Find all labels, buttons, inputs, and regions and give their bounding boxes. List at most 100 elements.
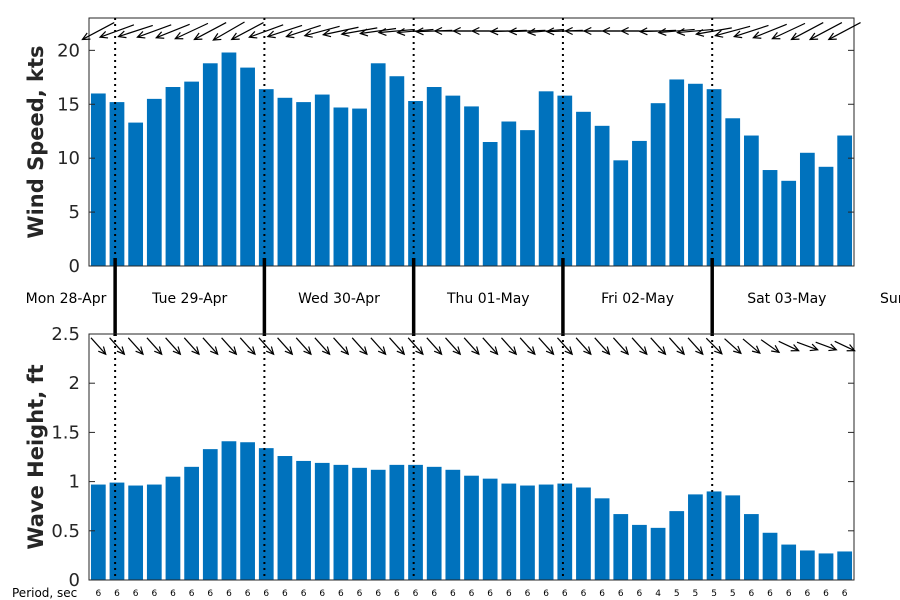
- period-value: 6: [357, 589, 363, 599]
- wave-direction-arrow: [463, 337, 480, 356]
- wave-bar: [650, 527, 666, 580]
- wind-direction-arrow: [676, 27, 714, 36]
- wind-direction-arrow: [266, 24, 303, 39]
- wave-ytick-label: 0: [69, 570, 80, 591]
- wind-arrow-head: [752, 31, 762, 39]
- wind-arrow-shaft: [528, 28, 565, 34]
- wave-arrow-shaft: [389, 337, 405, 355]
- wave-arrow-shaft: [407, 337, 424, 355]
- wave-arrow-shaft: [724, 338, 742, 354]
- wind-bar: [837, 135, 853, 266]
- day-label: Sat 03-May: [747, 291, 826, 307]
- wave-arrow-shaft: [314, 337, 331, 355]
- wind-arrow-head: [136, 31, 146, 39]
- wind-arrow-shaft: [490, 29, 527, 33]
- wind-direction-arrow: [321, 26, 359, 38]
- wave-ytick-label: 1.5: [51, 422, 80, 443]
- wind-direction-arrow: [340, 27, 378, 37]
- wave-direction-arrow: [146, 337, 163, 356]
- wave-arrow-head: [601, 346, 611, 356]
- wind-arrow-shaft: [772, 22, 806, 40]
- wave-direction-arrow: [687, 337, 704, 356]
- wave-bar: [744, 514, 759, 580]
- period-value: 6: [375, 589, 381, 599]
- wave-direction-arrow: [556, 337, 574, 356]
- wind-arrow-head: [601, 26, 611, 36]
- wind-bar: [90, 93, 106, 266]
- wave-arrow-head: [135, 346, 144, 356]
- wind-arrow-head: [154, 31, 165, 39]
- wind-arrow-shaft: [99, 24, 135, 38]
- wave-arrow-shaft: [221, 337, 237, 355]
- wind-bar: [165, 87, 181, 266]
- wind-arrow-head: [582, 26, 592, 36]
- wind-bar: [538, 91, 554, 266]
- wind-arrow-head: [340, 28, 350, 37]
- wave-arrow-shaft: [705, 337, 723, 355]
- period-value: 6: [95, 589, 101, 599]
- wave-arrow-shaft: [445, 337, 461, 355]
- wave-bar: [464, 475, 479, 580]
- wave-arrow-shaft: [258, 337, 275, 355]
- period-value: 6: [170, 589, 176, 599]
- wind-arrow-shaft: [809, 22, 843, 40]
- wave-bar: [632, 524, 647, 580]
- wind-direction-arrow: [827, 22, 861, 41]
- wind-arrow-head: [81, 32, 91, 41]
- wind-bar: [762, 170, 778, 266]
- wave-arrow-shaft: [183, 337, 200, 355]
- wave-ytick-label: 2.5: [51, 324, 80, 345]
- wind-direction-arrow: [212, 21, 245, 41]
- wind-arrow-shaft: [194, 22, 227, 40]
- wave-arrow-shaft: [519, 337, 536, 355]
- wave-arrow-head: [714, 346, 723, 355]
- wave-bar: [613, 514, 629, 580]
- wave-direction-arrow: [724, 338, 742, 355]
- wave-direction-arrow: [314, 337, 331, 356]
- wind-direction-arrow: [230, 22, 264, 41]
- wind-bar: [650, 103, 666, 266]
- wind-bar: [296, 102, 311, 267]
- wind-bar: [613, 160, 629, 266]
- wave-direction-arrow: [183, 337, 200, 356]
- period-value: 6: [245, 589, 251, 599]
- wave-arrow-head: [377, 346, 387, 356]
- day-label: Mon 28-Apr: [26, 291, 107, 307]
- wind-arrow-head: [414, 27, 424, 36]
- wind-direction-arrow: [808, 22, 843, 41]
- period-value: 6: [319, 589, 325, 599]
- wave-arrow-head: [98, 346, 107, 356]
- wave-arrow-head: [828, 343, 838, 352]
- wave-direction-arrow: [221, 337, 238, 356]
- period-value: 6: [151, 589, 157, 599]
- wave-direction-arrow: [445, 337, 462, 356]
- wave-arrow-head: [695, 346, 704, 356]
- wind-bar: [333, 107, 349, 266]
- period-value: 6: [469, 589, 475, 599]
- wind-direction-arrow: [694, 27, 732, 37]
- wind-bar: [576, 111, 591, 267]
- wave-arrow-shaft: [351, 337, 368, 355]
- wind-arrow-shaft: [82, 22, 115, 40]
- wind-bar: [781, 180, 797, 266]
- period-value: 6: [114, 589, 120, 599]
- wave-bar: [501, 483, 517, 580]
- wind-arrow-head: [526, 27, 536, 36]
- wind-arrow-head: [657, 27, 667, 36]
- wave-bar: [128, 485, 144, 580]
- wave-bar: [706, 491, 722, 580]
- wind-bar: [594, 125, 610, 267]
- wind-bar: [501, 121, 517, 266]
- wave-bar: [240, 442, 255, 580]
- wave-bar: [445, 469, 461, 580]
- wave-bar: [762, 532, 778, 580]
- wind-arrow-shaft: [137, 24, 172, 38]
- wind-arrow-shaft: [341, 27, 378, 35]
- wave-bar: [557, 483, 573, 580]
- wave-arrow-shaft: [501, 337, 517, 355]
- wave-arrow-head: [210, 346, 219, 356]
- wave-direction-arrow: [760, 339, 781, 354]
- wave-arrow-head: [471, 346, 480, 356]
- wave-arrow-shaft: [90, 337, 107, 355]
- wind-arrow-shaft: [213, 21, 245, 41]
